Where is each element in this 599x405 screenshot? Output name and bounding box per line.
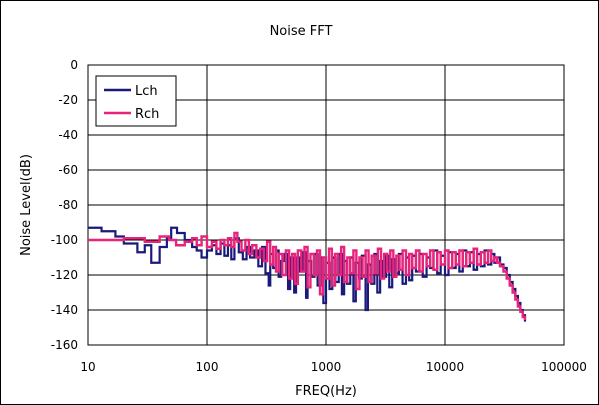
y-tick-label: -140 [51,303,78,317]
x-tick-label: 1000 [311,360,342,374]
legend-box [95,75,177,127]
series-lines [88,226,527,322]
x-tick-label: 100 [196,360,219,374]
y-tick-label: -60 [58,163,78,177]
y-tick-label: -120 [51,268,78,282]
x-tick-label: 10000 [426,360,464,374]
legend: Lch Rch [95,75,177,127]
x-tick-label: 100000 [541,360,587,374]
y-tick-label: -20 [58,93,78,107]
series-line-rch [88,231,527,320]
y-tick-label: -40 [58,128,78,142]
chart-title: Noise FFT [270,24,333,39]
legend-label-rch: Rch [135,107,159,122]
x-tick-label: 10 [80,360,95,374]
y-tick-label: -80 [58,198,78,212]
x-axis-title: FREQ(Hz) [295,384,357,399]
tick-labels: 10 100 1000 10000 100000 0 -20 -40 -60 -80 -100 -12… [51,58,587,374]
y-tick-label: -100 [51,233,78,247]
legend-label-lch: Lch [135,84,158,99]
y-tick-label: -160 [51,338,78,352]
y-axis-title: Noise Level(dB) [19,154,34,256]
y-tick-label: 0 [70,58,78,72]
